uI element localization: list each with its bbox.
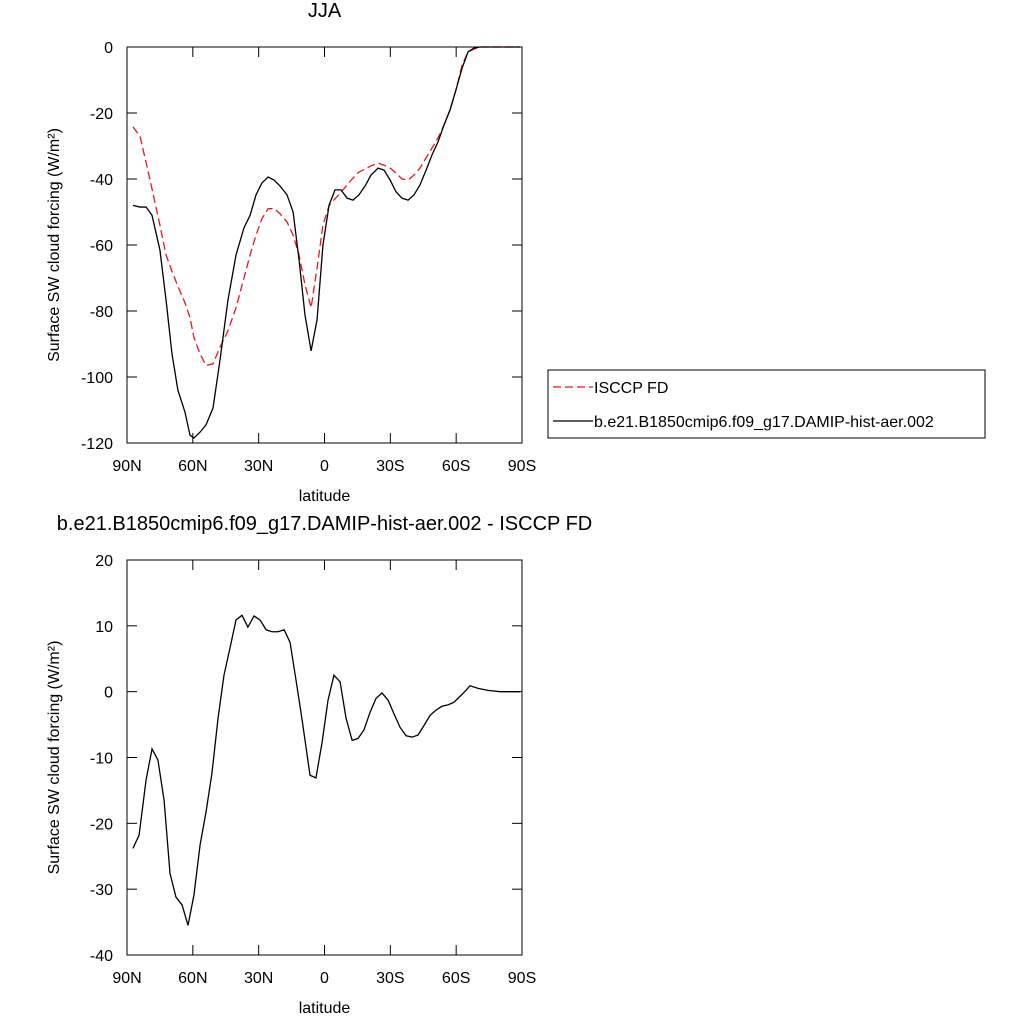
y-tick-label: -80 [90,304,113,321]
y-tick-label: -120 [81,436,113,453]
x-tick-label: 90S [508,458,536,475]
x-tick-label: 0 [320,458,329,475]
chart-title: b.e21.B1850cmip6.f09_g17.DAMIP-hist-aer.… [57,513,592,535]
x-tick-label: 60N [178,458,207,475]
y-tick-label: -10 [90,751,113,768]
legend-label: ISCCP FD [594,380,668,397]
y-tick-label: -100 [81,370,113,387]
x-tick-label: 90N [112,458,141,475]
y-tick-label: 0 [104,685,113,702]
y-tick-label: -40 [90,948,113,965]
x-tick-label: 0 [320,970,329,987]
y-axis-label: Surface SW cloud forcing (W/m²) [46,128,63,362]
x-tick-label: 30N [244,970,273,987]
chart-title: JJA [308,0,342,22]
data-line [132,46,521,367]
x-axis-label: latitude [299,1000,351,1017]
y-tick-label: -20 [90,106,113,123]
y-tick-label: -40 [90,172,113,189]
x-tick-label: 60S [442,458,470,475]
legend-box [547,369,986,439]
y-tick-label: -60 [90,238,113,255]
y-tick-label: -30 [90,882,113,899]
plot-frame [126,559,523,956]
x-axis-label: latitude [299,488,351,505]
y-tick-label: 20 [95,553,113,570]
x-tick-label: 30S [376,970,404,987]
x-tick-label: 90N [112,970,141,987]
x-tick-label: 60S [442,970,470,987]
y-tick-label: -20 [90,816,113,833]
data-line [132,46,521,439]
y-tick-label: 0 [104,40,113,57]
y-axis-label: Surface SW cloud forcing (W/m²) [46,641,63,875]
x-tick-label: 60N [178,970,207,987]
x-tick-label: 30S [376,458,404,475]
x-tick-label: 30N [244,458,273,475]
x-tick-label: 90S [508,970,536,987]
plot-frame [126,46,523,444]
y-tick-label: 10 [95,619,113,636]
legend-label: b.e21.B1850cmip6.f09_g17.DAMIP-hist-aer.… [594,414,934,431]
data-line [132,614,521,926]
